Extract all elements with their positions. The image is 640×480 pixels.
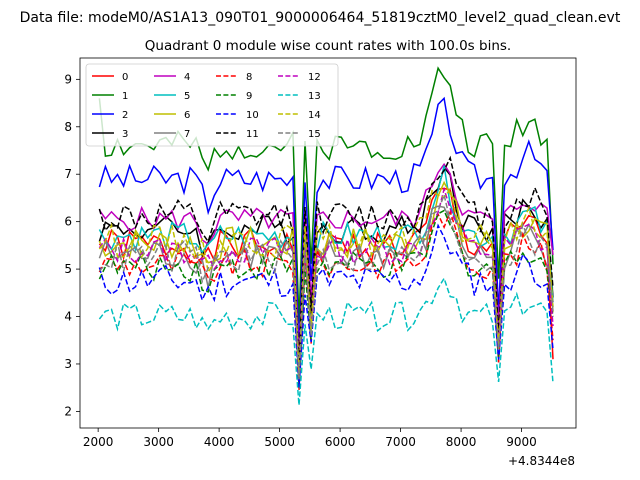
x-tick-label: 2000 bbox=[83, 435, 114, 449]
series-line-5 bbox=[98, 165, 554, 377]
x-tick-label: 9000 bbox=[506, 435, 537, 449]
series-line-15 bbox=[98, 192, 554, 380]
legend-label-13: 13 bbox=[308, 91, 321, 102]
legend-label-12: 12 bbox=[308, 72, 321, 83]
legend-label-8: 8 bbox=[246, 72, 252, 83]
legend-label-2: 2 bbox=[122, 110, 128, 121]
legend-label-7: 7 bbox=[184, 129, 190, 140]
y-tick-label: 8 bbox=[64, 120, 72, 134]
legend-label-10: 10 bbox=[246, 110, 259, 121]
series-line-2 bbox=[98, 96, 554, 350]
x-tick-label: 5000 bbox=[264, 435, 295, 449]
legend-label-5: 5 bbox=[184, 91, 190, 102]
legend-label-3: 3 bbox=[122, 129, 128, 140]
y-tick-label: 2 bbox=[64, 404, 72, 418]
legend-label-15: 15 bbox=[308, 129, 321, 140]
y-tick-label: 7 bbox=[64, 167, 72, 181]
plot-frame bbox=[79, 57, 577, 429]
x-tick-label: 6000 bbox=[325, 435, 356, 449]
legend-label-4: 4 bbox=[184, 72, 190, 83]
legend-label-9: 9 bbox=[246, 91, 252, 102]
y-tick-label: 4 bbox=[64, 310, 72, 324]
series-line-7 bbox=[98, 205, 554, 376]
legend-label-11: 11 bbox=[246, 129, 259, 140]
series-line-11 bbox=[98, 155, 554, 367]
series-line-8 bbox=[98, 209, 554, 391]
y-tick-label: 9 bbox=[64, 72, 72, 86]
series-line-6 bbox=[98, 180, 554, 376]
series-line-10 bbox=[98, 223, 554, 388]
series-line-9 bbox=[98, 209, 554, 387]
legend-box bbox=[85, 63, 339, 147]
axes-layer: 2000 3000 4000 5000 6000 7000 8000 9000 2 3 4 5 6 7 8 9 bbox=[64, 57, 577, 449]
series-line-4 bbox=[98, 162, 554, 361]
series-line-12 bbox=[98, 186, 554, 378]
y-tick-label: 3 bbox=[64, 357, 72, 371]
x-tick-label: 7000 bbox=[385, 435, 416, 449]
x-tick-label: 3000 bbox=[143, 435, 174, 449]
legend-label-0: 0 bbox=[122, 72, 128, 83]
legend-label-6: 6 bbox=[184, 110, 190, 121]
legend-label-1: 1 bbox=[122, 91, 128, 102]
figure-suptitle: Data file: modeM0/AS1A13_090T01_90000064… bbox=[20, 10, 621, 26]
series-layer bbox=[98, 66, 554, 406]
legend-label-14: 14 bbox=[308, 110, 321, 121]
chart-title: Quadrant 0 module wise count rates with … bbox=[145, 38, 511, 54]
x-tick-label: 4000 bbox=[204, 435, 235, 449]
y-tick-label: 5 bbox=[64, 262, 72, 276]
x-axis-offset-label: +4.8344e8 bbox=[508, 454, 575, 468]
y-tick-label: 6 bbox=[64, 215, 72, 229]
x-tick-label: 8000 bbox=[446, 435, 477, 449]
series-line-14 bbox=[98, 187, 554, 378]
series-line-13 bbox=[98, 276, 554, 406]
series-line-3 bbox=[98, 165, 554, 370]
